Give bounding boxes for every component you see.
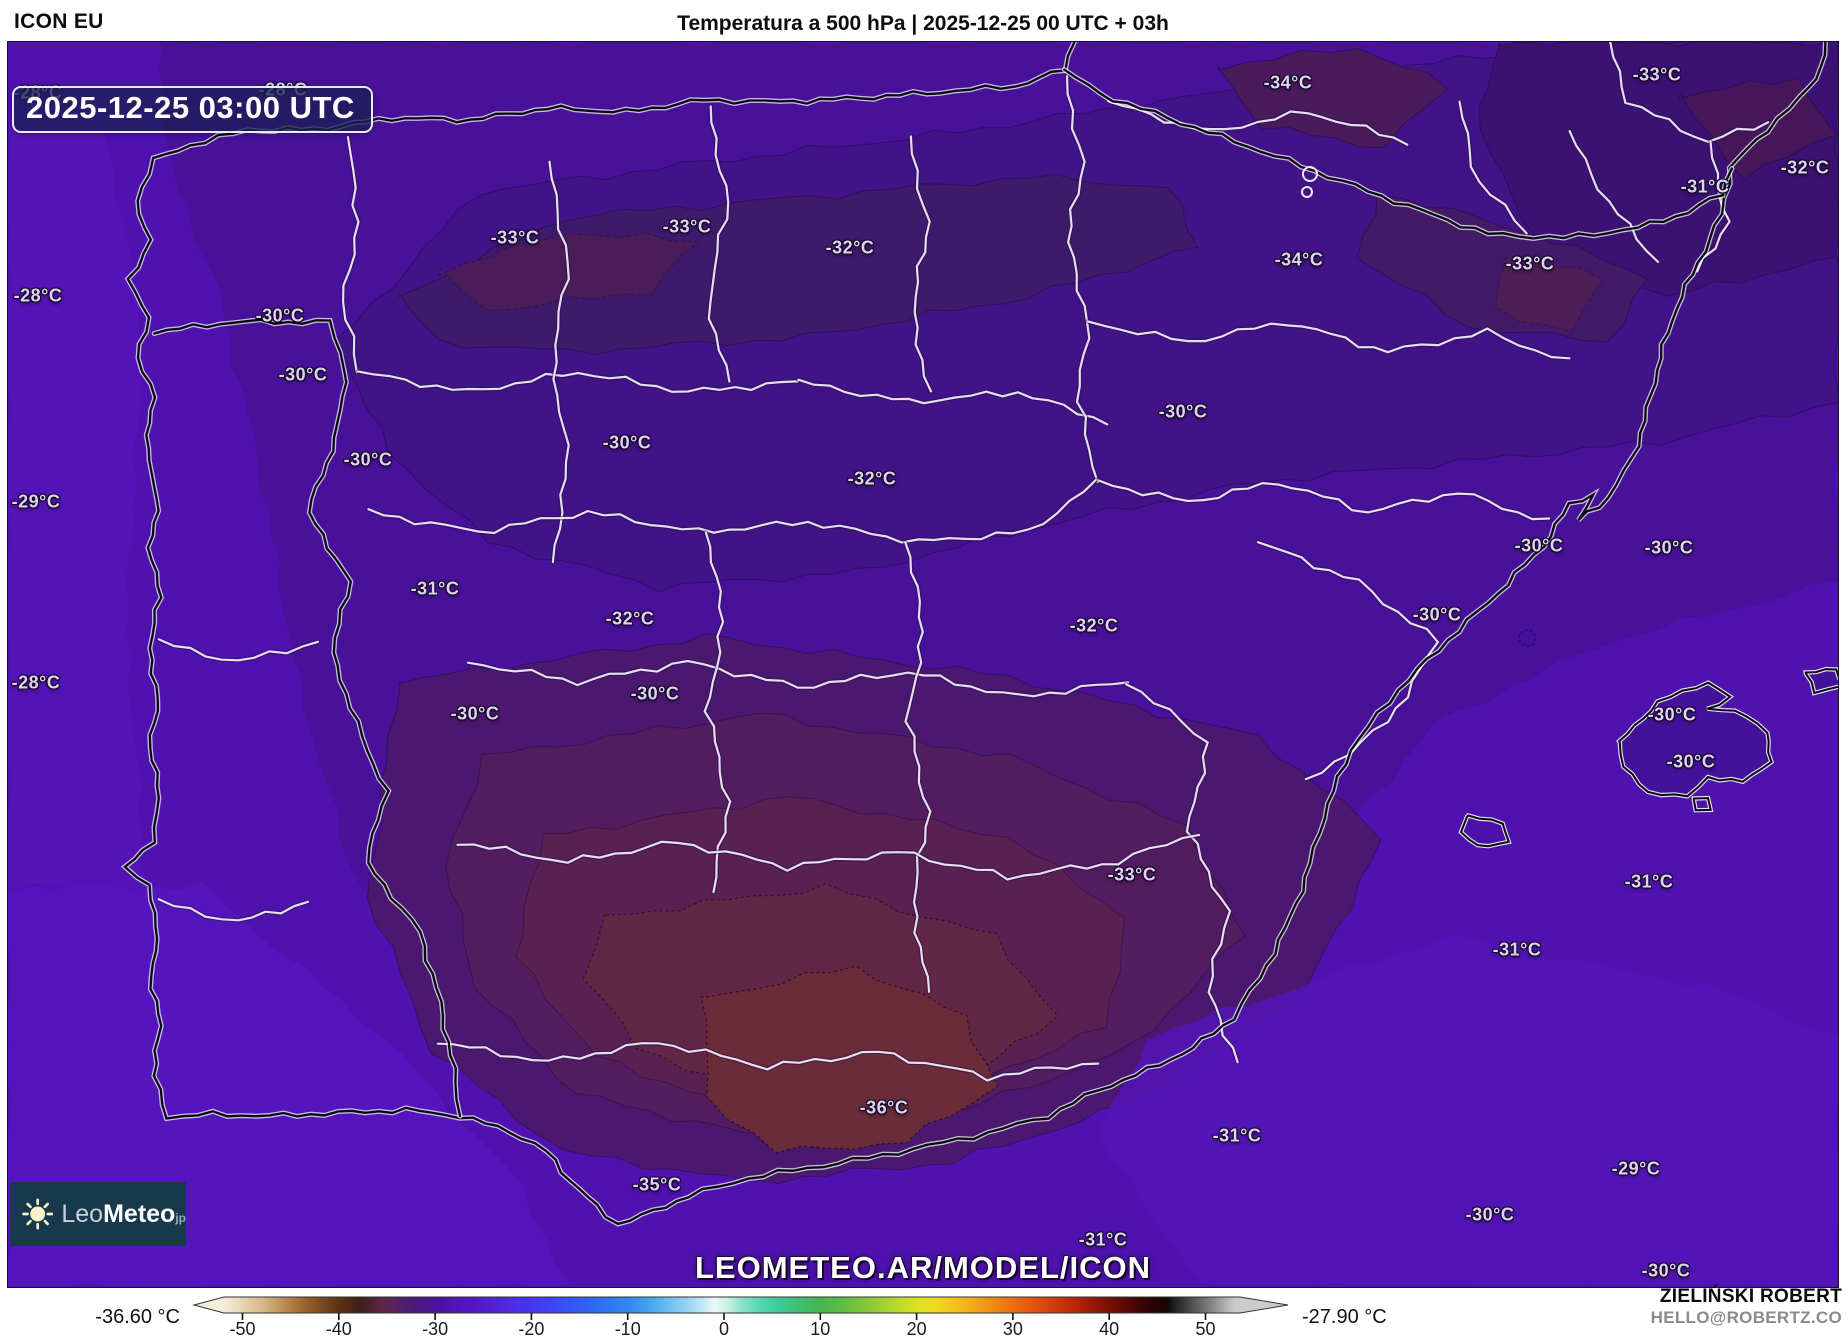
leometeo-logo: LeoMeteojp	[10, 1182, 186, 1246]
colorbar-tick-label: 0	[719, 1319, 729, 1338]
temp-label: -30°C	[1641, 1260, 1691, 1281]
temp-label: -31°C	[1680, 176, 1730, 197]
colorbar-min-value: -36.60 °C	[95, 1306, 180, 1328]
temp-label: -36°C	[859, 1097, 909, 1118]
temp-label: -34°C	[1274, 249, 1324, 270]
temp-label: -33°C	[1505, 253, 1555, 274]
logo-wordmark: LeoMeteojp	[61, 1199, 186, 1228]
temp-label: -32°C	[1780, 157, 1830, 178]
temp-label: -31°C	[410, 578, 460, 599]
temp-label: -31°C	[1492, 939, 1542, 960]
temp-label-layer: -28°C-28°C-28°C-29°C-28°C-30°C-30°C-30°C…	[8, 42, 1838, 1287]
temp-label: -29°C	[11, 491, 61, 512]
temp-label: -30°C	[278, 364, 328, 385]
temp-label: -30°C	[1465, 1204, 1515, 1225]
colorbar-tick-label: 50	[1195, 1319, 1215, 1338]
model-name: ICON EU	[14, 10, 104, 33]
author-name: ZIELIŃSKI ROBERT	[1659, 1286, 1842, 1307]
colorbar-tick-label: 30	[1003, 1319, 1023, 1338]
colorbar-tick-label: -50	[229, 1319, 255, 1338]
temp-label: -30°C	[450, 703, 500, 724]
temp-label: -30°C	[255, 305, 305, 326]
author-contact: HELLO@ROBERTZ.CO	[1650, 1307, 1842, 1327]
temp-label: -32°C	[825, 237, 875, 258]
map-canvas: -28°C-28°C-28°C-29°C-28°C-30°C-30°C-30°C…	[7, 41, 1839, 1288]
timestamp-overlay: 2025-12-25 03:00 UTC	[12, 86, 373, 133]
temp-label: -34°C	[1263, 72, 1313, 93]
colorbar: -50 -40 -30 -20 -10 0 10 20 30 40 50	[192, 1296, 1289, 1338]
temp-label: -30°C	[602, 432, 652, 453]
temp-label: -30°C	[1158, 401, 1208, 422]
temp-label: -33°C	[1632, 64, 1682, 85]
colorbar-tick-label: 20	[907, 1319, 927, 1338]
temp-label: -28°C	[13, 285, 63, 306]
temp-label: -30°C	[1647, 704, 1697, 725]
temp-label: -30°C	[343, 449, 393, 470]
temp-label: -30°C	[1666, 751, 1716, 772]
temp-label: -30°C	[1644, 537, 1694, 558]
temperature-map	[8, 42, 1838, 1287]
temp-label: -33°C	[662, 216, 712, 237]
temp-label: -32°C	[605, 608, 655, 629]
page-title: Temperatura a 500 hPa | 2025-12-25 00 UT…	[677, 12, 1169, 35]
temp-label: -35°C	[632, 1174, 682, 1195]
temp-label: -31°C	[1078, 1229, 1128, 1250]
temp-label: -32°C	[1069, 615, 1119, 636]
temp-label: -29°C	[1611, 1158, 1661, 1179]
temp-label: -33°C	[490, 227, 540, 248]
colorbar-tick-label: 10	[810, 1319, 830, 1338]
temp-label: -33°C	[1107, 864, 1157, 885]
credits: ZIELIŃSKI ROBERT HELLO@ROBERTZ.CO	[1651, 1286, 1842, 1327]
temp-label: -30°C	[630, 683, 680, 704]
colorbar-tick-label: -40	[326, 1319, 352, 1338]
colorbar-max-value: -27.90 °C	[1302, 1306, 1387, 1328]
sun-icon	[22, 1198, 54, 1230]
colorbar-tick-label: -30	[422, 1319, 448, 1338]
watermark-text: LEOMETEO.AR/MODEL/ICON	[695, 1250, 1151, 1285]
temp-label: -30°C	[1412, 604, 1462, 625]
temp-label: -31°C	[1624, 871, 1674, 892]
temp-label: -32°C	[847, 468, 897, 489]
colorbar-tick-label: -20	[518, 1319, 544, 1338]
temp-label: -31°C	[1212, 1125, 1262, 1146]
temp-label: -30°C	[1514, 535, 1564, 556]
temp-label: -28°C	[11, 672, 61, 693]
colorbar-tick-label: -10	[615, 1319, 641, 1338]
colorbar-tick-label: 40	[1099, 1319, 1119, 1338]
